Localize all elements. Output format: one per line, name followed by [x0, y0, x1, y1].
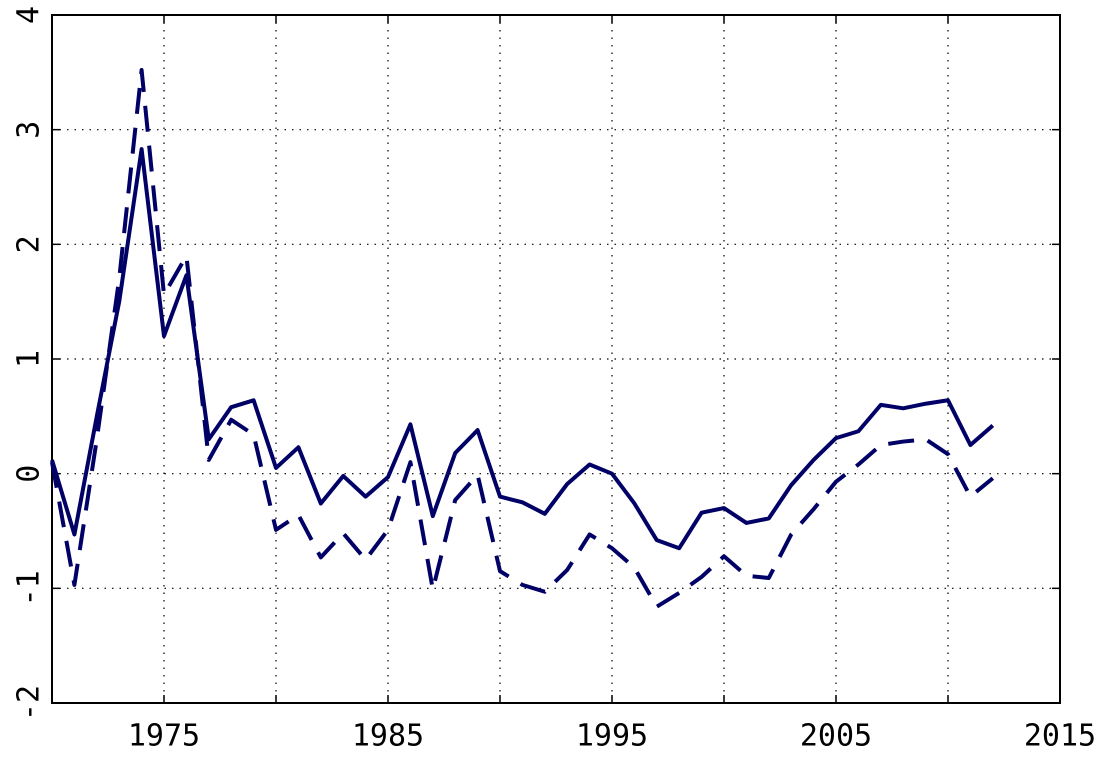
y-tick-label: -1: [12, 570, 47, 606]
series-line: [50, 68, 995, 609]
y-tick-label: 0: [12, 465, 47, 483]
x-tick-label: 1985: [352, 719, 424, 754]
plot-frame: [51, 14, 1061, 704]
y-tick-label: 2: [12, 235, 47, 253]
x-tick-label: 1995: [576, 719, 648, 754]
x-tick-label: 1975: [128, 719, 200, 754]
y-tick-label: 1: [12, 350, 47, 368]
y-tick-label: -2: [12, 685, 47, 721]
y-tick-label: 4: [12, 6, 47, 24]
series-line: [50, 147, 995, 551]
x-tick-label: 2015: [1024, 719, 1096, 754]
x-tick-label: 2005: [800, 719, 872, 754]
y-tick-label: 3: [12, 121, 47, 139]
